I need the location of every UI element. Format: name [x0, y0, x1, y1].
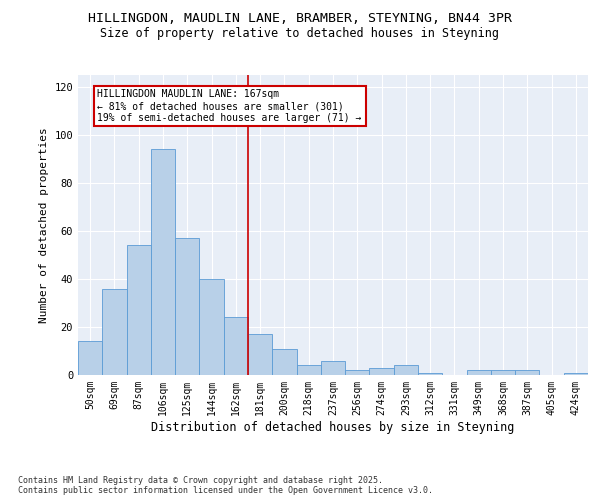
Bar: [272, 348, 296, 375]
Bar: [248, 334, 272, 375]
Bar: [78, 342, 102, 375]
Bar: [394, 366, 418, 375]
Text: Contains HM Land Registry data © Crown copyright and database right 2025.
Contai: Contains HM Land Registry data © Crown c…: [18, 476, 433, 495]
Text: Size of property relative to detached houses in Steyning: Size of property relative to detached ho…: [101, 28, 499, 40]
X-axis label: Distribution of detached houses by size in Steyning: Distribution of detached houses by size …: [151, 420, 515, 434]
Bar: [345, 370, 370, 375]
Bar: [515, 370, 539, 375]
Bar: [102, 288, 127, 375]
Bar: [564, 372, 588, 375]
Text: HILLINGDON MAUDLIN LANE: 167sqm
← 81% of detached houses are smaller (301)
19% o: HILLINGDON MAUDLIN LANE: 167sqm ← 81% of…: [97, 90, 362, 122]
Bar: [296, 366, 321, 375]
Bar: [224, 318, 248, 375]
Bar: [151, 150, 175, 375]
Text: HILLINGDON, MAUDLIN LANE, BRAMBER, STEYNING, BN44 3PR: HILLINGDON, MAUDLIN LANE, BRAMBER, STEYN…: [88, 12, 512, 26]
Y-axis label: Number of detached properties: Number of detached properties: [39, 127, 49, 323]
Bar: [127, 246, 151, 375]
Bar: [199, 279, 224, 375]
Bar: [491, 370, 515, 375]
Bar: [370, 368, 394, 375]
Bar: [321, 360, 345, 375]
Bar: [418, 372, 442, 375]
Bar: [467, 370, 491, 375]
Bar: [175, 238, 199, 375]
